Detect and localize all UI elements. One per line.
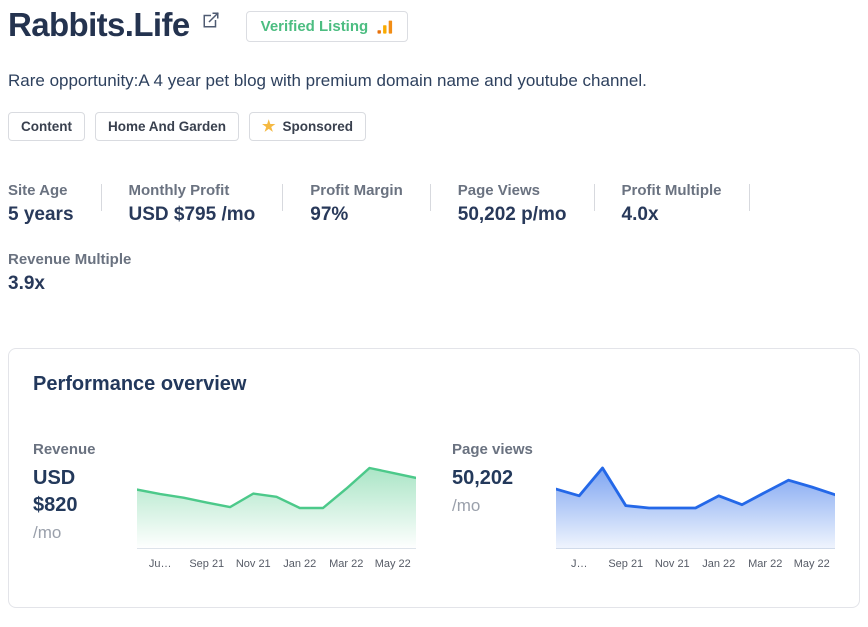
x-tick-label: Jan 22 — [283, 558, 316, 570]
card-title: Performance overview — [33, 373, 835, 396]
stat-label: Revenue Multiple — [8, 251, 131, 268]
stat-value: 3.9x — [8, 273, 131, 295]
x-tick-label: Mar 22 — [748, 558, 782, 570]
tag-home-and-garden[interactable]: Home And Garden — [95, 112, 239, 141]
stat-value: 50,202 p/mo — [458, 204, 567, 226]
stat-page-views: Page Views 50,202 p/mo — [458, 182, 567, 226]
x-tick-label: Ju… — [149, 558, 172, 570]
tag-label: Sponsored — [282, 119, 353, 134]
stat-value: 97% — [310, 204, 403, 226]
pageviews-label: Page views — [452, 441, 556, 458]
pageviews-sparkline — [556, 444, 835, 549]
pageviews-info: Page views 50,202 /mo — [452, 441, 556, 573]
external-link-icon[interactable] — [202, 11, 220, 29]
x-tick-label: J… — [571, 558, 588, 570]
x-tick-label: Sep 21 — [189, 558, 224, 570]
revenue-info: Revenue USD $820 /mo — [33, 441, 137, 573]
pageviews-section: Page views 50,202 /mo J… Sep 21 Nov 21 Jan … — [452, 441, 835, 573]
stat-profit-multiple: Profit Multiple 4.0x — [622, 182, 722, 226]
stat-label: Profit Multiple — [622, 182, 722, 199]
tag-label: Home And Garden — [108, 119, 226, 134]
x-tick-label: Sep 21 — [608, 558, 643, 570]
stat-label: Page Views — [458, 182, 567, 199]
tag-content[interactable]: Content — [8, 112, 85, 141]
stat-value: 5 years — [8, 204, 74, 226]
tag-list: Content Home And Garden ★ Sponsored — [8, 112, 860, 141]
divider — [282, 184, 283, 211]
tag-sponsored[interactable]: ★ Sponsored — [249, 112, 366, 141]
verified-listing-label: Verified Listing — [261, 18, 369, 35]
sparkline-svg — [556, 444, 835, 549]
stat-revenue-multiple: Revenue Multiple 3.9x — [8, 251, 131, 295]
stat-profit-margin: Profit Margin 97% — [310, 182, 403, 226]
stat-label: Monthly Profit — [129, 182, 256, 199]
stat-value: 4.0x — [622, 204, 722, 226]
stat-label: Profit Margin — [310, 182, 403, 199]
revenue-label: Revenue — [33, 441, 137, 458]
stat-label: Site Age — [8, 182, 74, 199]
divider — [594, 184, 595, 211]
pageviews-period: /mo — [452, 496, 556, 516]
stat-monthly-profit: Monthly Profit USD $795 /mo — [129, 182, 256, 226]
stats-row-1: Site Age 5 years Monthly Profit USD $795… — [8, 182, 860, 226]
x-tick-label: May 22 — [794, 558, 830, 570]
pageviews-x-axis: J… Sep 21 Nov 21 Jan 22 Mar 22 May 22 — [556, 558, 835, 573]
verified-listing-badge[interactable]: Verified Listing — [246, 11, 409, 42]
stats-row-2: Revenue Multiple 3.9x — [8, 251, 860, 295]
stat-site-age: Site Age 5 years — [8, 182, 74, 226]
x-tick-label: Nov 21 — [236, 558, 271, 570]
page-title: Rabbits.Life — [8, 6, 190, 44]
charts-row: Revenue USD $820 /mo Ju… Sep 21 Nov 21 Jan … — [33, 441, 835, 573]
x-tick-label: May 22 — [375, 558, 411, 570]
stat-value: USD $795 /mo — [129, 204, 256, 226]
pageviews-value: 50,202 — [452, 465, 532, 492]
x-tick-label: Mar 22 — [329, 558, 363, 570]
divider — [749, 184, 750, 211]
sparkline-svg — [137, 444, 416, 549]
revenue-value: USD $820 — [33, 465, 113, 519]
revenue-sparkline — [137, 444, 416, 549]
pageviews-chart: J… Sep 21 Nov 21 Jan 22 Mar 22 May 22 — [556, 441, 835, 573]
star-icon: ★ — [262, 119, 275, 134]
listing-header: Rabbits.Life Verified Listing — [8, 6, 860, 44]
analytics-bar-chart-icon — [377, 20, 393, 34]
x-tick-label: Jan 22 — [702, 558, 735, 570]
revenue-chart: Ju… Sep 21 Nov 21 Jan 22 Mar 22 May 22 — [137, 441, 416, 573]
divider — [430, 184, 431, 211]
tag-label: Content — [21, 119, 72, 134]
x-tick-label: Nov 21 — [655, 558, 690, 570]
sparkline-area — [137, 468, 416, 549]
revenue-section: Revenue USD $820 /mo Ju… Sep 21 Nov 21 Jan … — [33, 441, 416, 573]
listing-page: Rabbits.Life Verified Listing Rare oppor… — [0, 0, 868, 608]
performance-overview-card: Performance overview Revenue USD $820 /m… — [8, 348, 860, 608]
divider — [101, 184, 102, 211]
revenue-period: /mo — [33, 523, 137, 543]
revenue-x-axis: Ju… Sep 21 Nov 21 Jan 22 Mar 22 May 22 — [137, 558, 416, 573]
listing-description: Rare opportunity:A 4 year pet blog with … — [8, 71, 860, 91]
